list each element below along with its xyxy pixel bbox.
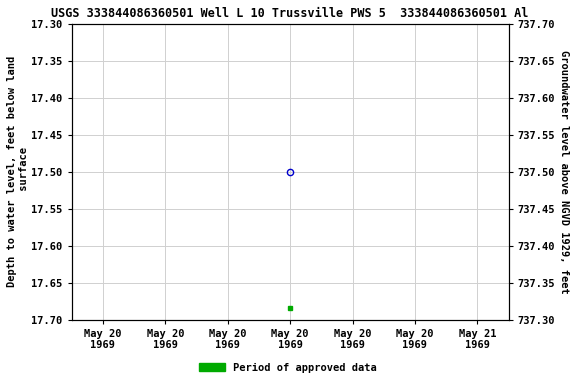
Legend: Period of approved data: Period of approved data (195, 359, 381, 377)
Title: USGS 333844086360501 Well L 10 Trussville PWS 5  333844086360501 Al: USGS 333844086360501 Well L 10 Trussvill… (51, 7, 529, 20)
Y-axis label: Depth to water level, feet below land
 surface: Depth to water level, feet below land su… (7, 56, 29, 287)
Y-axis label: Groundwater level above NGVD 1929, feet: Groundwater level above NGVD 1929, feet (559, 50, 569, 294)
